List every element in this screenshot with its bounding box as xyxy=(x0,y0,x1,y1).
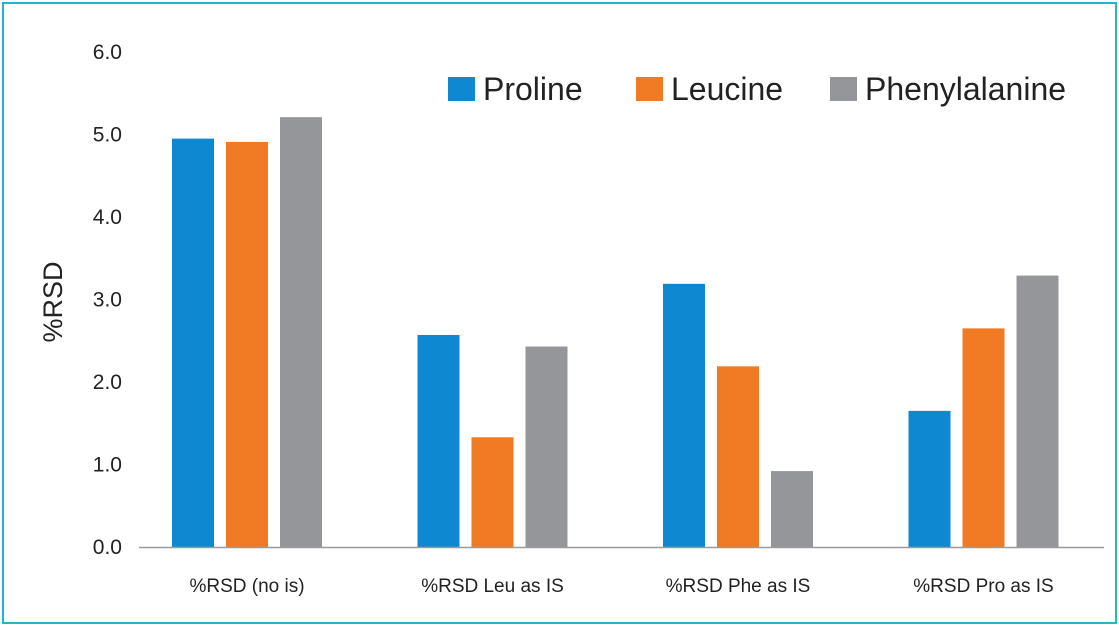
bar-phenylalanine xyxy=(771,471,813,547)
y-tick-label: 6.0 xyxy=(93,41,122,64)
y-tick-label: 0.0 xyxy=(93,536,122,559)
bar-leucine xyxy=(471,437,514,547)
bar-chart: 0.0 1.0 2.0 3.0 4.0 5.0 6.0 %RSD (no is) %RSD L… xyxy=(38,41,1104,597)
bar-phenylalanine xyxy=(280,117,322,548)
bars xyxy=(172,117,1059,548)
category-labels: %RSD (no is) %RSD Leu as IS %RSD Phe as IS… xyxy=(189,576,1053,597)
bar-proline xyxy=(172,138,214,547)
legend: Proline Leucine Phenylalanine xyxy=(448,71,1066,107)
bar-proline xyxy=(663,283,705,547)
x-category-label: %RSD Phe as IS xyxy=(666,576,811,597)
bar-leucine xyxy=(717,366,759,547)
bar-phenylalanine xyxy=(525,346,568,547)
bar-leucine xyxy=(962,328,1005,547)
legend-label-phenylalanine: Phenylalanine xyxy=(865,71,1066,107)
x-category-label: %RSD Pro as IS xyxy=(913,576,1053,597)
x-category-label: %RSD Leu as IS xyxy=(421,576,564,597)
x-category-label: %RSD (no is) xyxy=(189,576,304,597)
bar-proline xyxy=(908,410,951,547)
legend-swatch-leucine xyxy=(636,77,663,101)
legend-swatch-phenylalanine xyxy=(830,77,857,101)
legend-label-proline: Proline xyxy=(483,71,583,107)
y-axis-ticks: 0.0 1.0 2.0 3.0 4.0 5.0 6.0 xyxy=(93,41,122,559)
legend-swatch-proline xyxy=(448,77,475,101)
y-axis-title: %RSD xyxy=(38,261,68,342)
y-tick-label: 5.0 xyxy=(93,124,122,147)
y-tick-label: 1.0 xyxy=(93,454,122,477)
bar-leucine xyxy=(226,141,268,548)
y-tick-label: 2.0 xyxy=(93,371,122,394)
y-tick-label: 4.0 xyxy=(93,206,122,229)
legend-label-leucine: Leucine xyxy=(671,71,783,107)
bar-proline xyxy=(417,334,460,547)
bar-phenylalanine xyxy=(1016,275,1059,547)
y-tick-label: 3.0 xyxy=(93,289,122,312)
